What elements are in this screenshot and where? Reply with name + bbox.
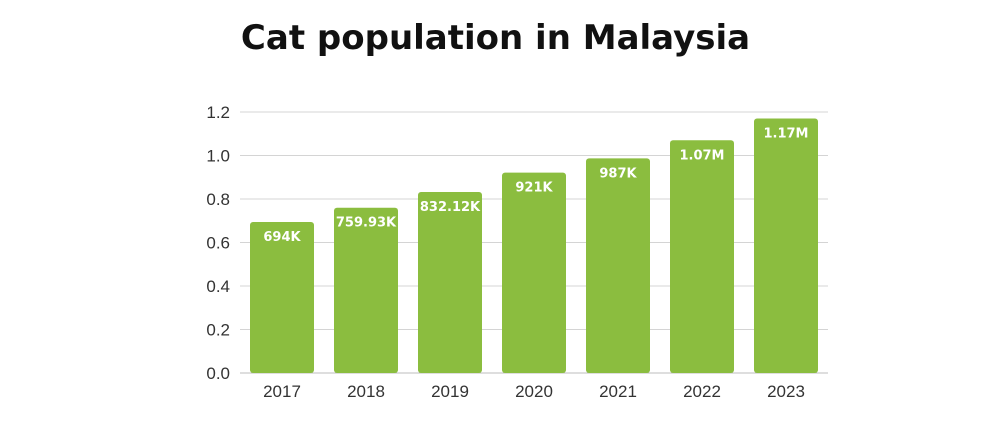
y-tick-label: 1.0	[206, 147, 230, 166]
y-tick-label: 1.2	[206, 103, 230, 122]
data-label-2020: 921K	[515, 181, 553, 196]
x-tick-label-2017: 2017	[263, 382, 301, 401]
x-tick-label-2018: 2018	[347, 382, 385, 401]
bar-2022[interactable]	[670, 140, 734, 373]
y-tick-label: 0.0	[206, 364, 230, 383]
bar-2018[interactable]	[334, 207, 398, 373]
x-tick-label-2021: 2021	[599, 382, 637, 401]
bar-2019[interactable]	[418, 192, 482, 373]
bar-2017[interactable]	[250, 222, 314, 373]
bar-2020[interactable]	[502, 172, 566, 373]
bar-2021[interactable]	[586, 158, 650, 373]
x-axis-ticks: 2017 2018 2019 2020 2021 2022 2023	[263, 382, 805, 401]
data-labels: 694K 759.93K 832.12K 921K 987K 1.07M 1.17M	[263, 127, 808, 246]
chart-title: Cat population in Malaysia	[240, 18, 751, 58]
x-tick-label-2019: 2019	[431, 382, 469, 401]
data-label-2023: 1.17M	[763, 127, 808, 142]
bars	[250, 118, 818, 374]
y-tick-label: 0.8	[206, 190, 230, 209]
bar-2023[interactable]	[754, 118, 818, 374]
data-label-2017: 694K	[263, 230, 301, 245]
x-tick-label-2020: 2020	[515, 382, 553, 401]
y-tick-label: 0.6	[206, 234, 230, 253]
x-tick-label-2023: 2023	[767, 382, 805, 401]
y-tick-label: 0.4	[206, 277, 230, 296]
data-label-2019: 832.12K	[420, 200, 481, 215]
y-tick-label: 0.2	[206, 321, 230, 340]
data-label-2021: 987K	[599, 166, 637, 181]
x-tick-label-2022: 2022	[683, 382, 721, 401]
y-axis-ticks: 0.0 0.2 0.4 0.6 0.8 1.0 1.2	[206, 103, 230, 383]
data-label-2018: 759.93K	[336, 216, 397, 231]
data-label-2022: 1.07M	[679, 148, 724, 163]
